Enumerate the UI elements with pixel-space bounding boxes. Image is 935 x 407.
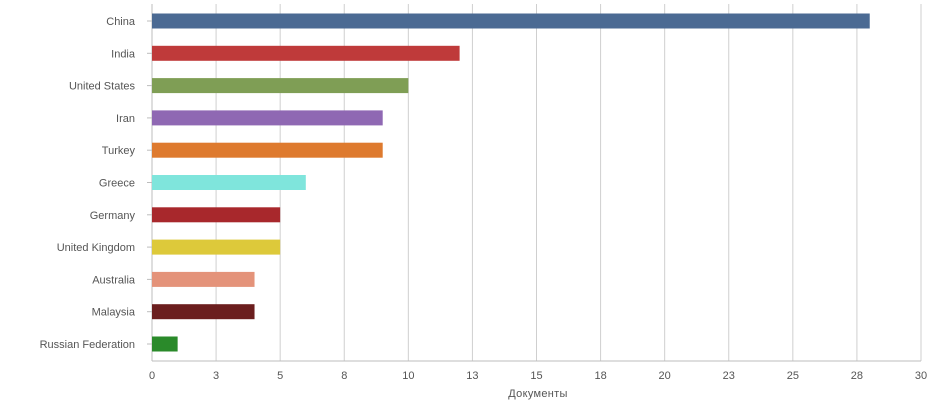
bar bbox=[152, 142, 383, 158]
x-tick-labels: 0 3 5 8 10 13 15 18 20 23 25 28 30 bbox=[149, 370, 927, 382]
x-axis-title: Документы bbox=[508, 388, 567, 400]
bar bbox=[152, 271, 255, 287]
bar bbox=[152, 110, 383, 126]
x-tick-label: 13 bbox=[466, 370, 478, 382]
x-tick-label: 10 bbox=[402, 370, 414, 382]
bar bbox=[152, 239, 281, 255]
category-label: Iran bbox=[116, 113, 135, 125]
bar bbox=[152, 45, 460, 61]
x-tick-label: 0 bbox=[149, 370, 155, 382]
x-tick-label: 20 bbox=[659, 370, 671, 382]
category-label: Turkey bbox=[102, 145, 136, 157]
bar bbox=[152, 207, 281, 223]
bars bbox=[152, 13, 870, 352]
x-tick-label: 23 bbox=[723, 370, 735, 382]
x-tick-label: 18 bbox=[594, 370, 606, 382]
category-label: United States bbox=[69, 81, 136, 93]
x-tick-label: 15 bbox=[530, 370, 542, 382]
x-tick-label: 28 bbox=[851, 370, 863, 382]
category-labels: China India United States Iran Turkey Greece G… bbox=[40, 16, 136, 351]
category-label: China bbox=[106, 16, 136, 28]
category-label: Russian Federation bbox=[40, 339, 135, 351]
x-tick-label: 5 bbox=[277, 370, 283, 382]
bar bbox=[152, 78, 409, 94]
category-label: Malaysia bbox=[92, 307, 136, 319]
x-tick-label: 8 bbox=[341, 370, 347, 382]
bar bbox=[152, 304, 255, 320]
bar bbox=[152, 336, 178, 352]
category-label: India bbox=[111, 48, 136, 60]
x-tick-label: 30 bbox=[915, 370, 927, 382]
category-label: United Kingdom bbox=[57, 242, 135, 254]
bar bbox=[152, 13, 870, 29]
bar bbox=[152, 175, 306, 190]
x-tick-label: 3 bbox=[213, 370, 219, 382]
category-label: Greece bbox=[99, 178, 135, 190]
category-label: Australia bbox=[92, 274, 136, 286]
category-label: Germany bbox=[90, 210, 136, 222]
x-tick-label: 25 bbox=[787, 370, 799, 382]
